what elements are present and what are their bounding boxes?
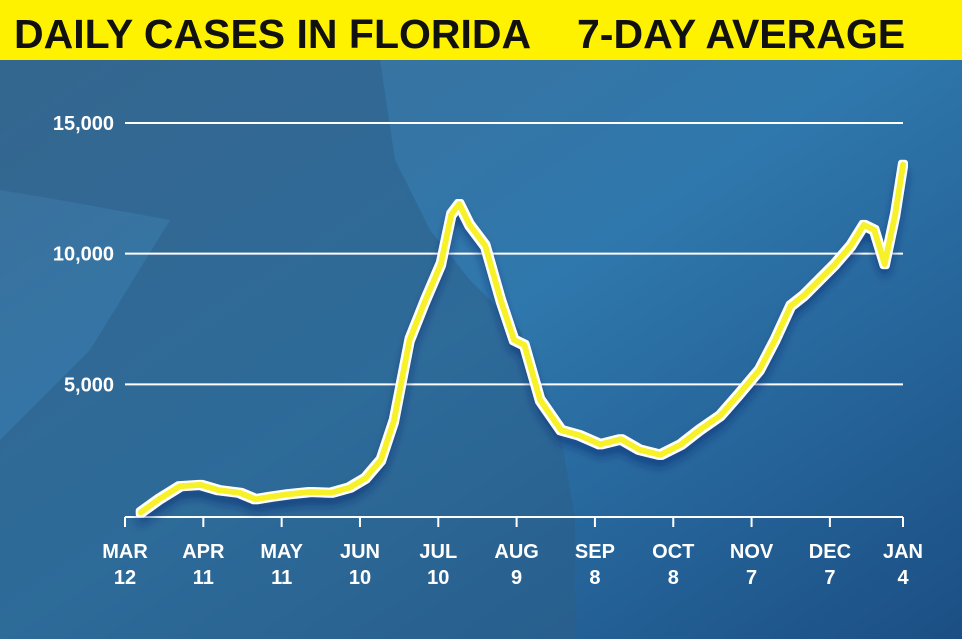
y-tick-label: 5,000 xyxy=(64,374,114,396)
chart-title: DAILY CASES IN FLORIDA xyxy=(14,11,531,57)
x-tick-label: MAY 11 xyxy=(260,541,303,589)
x-tick-label: JUN 10 xyxy=(340,541,380,589)
title-banner xyxy=(0,0,962,60)
x-tick-label: AUG 9 xyxy=(494,541,538,589)
chart-subtitle: 7-DAY AVERAGE xyxy=(577,11,905,57)
map-shape xyxy=(0,60,575,639)
x-tick-label: NOV 7 xyxy=(730,541,774,589)
x-tick-label: OCT 8 xyxy=(652,541,694,589)
x-tick-label: DEC 7 xyxy=(809,541,851,589)
y-tick-label: 15,000 xyxy=(53,113,114,135)
data-line xyxy=(137,161,906,516)
x-tick-label: JUL 10 xyxy=(419,541,457,589)
x-tick-label: SEP 8 xyxy=(575,541,615,589)
y-tick-label: 10,000 xyxy=(53,244,114,266)
x-tick-label: MAR 12 xyxy=(102,541,148,589)
x-tick-label: JAN 4 xyxy=(883,541,923,589)
x-tick-label: APR 11 xyxy=(182,541,225,589)
